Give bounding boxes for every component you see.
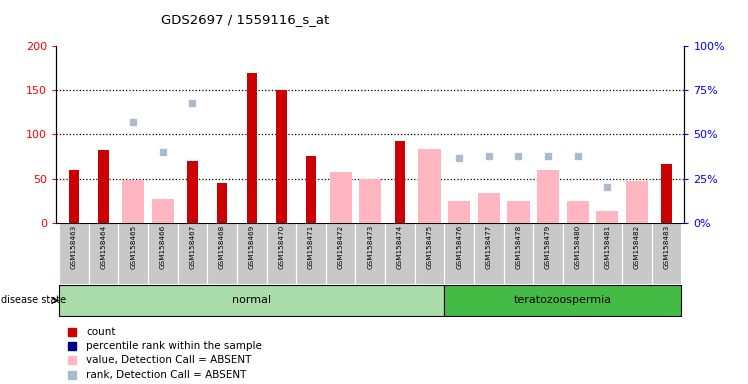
Bar — [69, 170, 79, 223]
Text: count: count — [86, 327, 116, 337]
Bar — [148, 223, 177, 284]
Text: GSM158470: GSM158470 — [278, 225, 284, 269]
Bar — [533, 223, 563, 284]
Text: GSM158477: GSM158477 — [485, 225, 492, 269]
Bar — [296, 223, 326, 284]
Bar — [59, 223, 89, 284]
Bar — [448, 200, 470, 223]
Text: GSM158473: GSM158473 — [367, 225, 373, 269]
Bar — [652, 223, 681, 284]
Text: GSM158481: GSM158481 — [604, 225, 610, 269]
Bar — [444, 285, 681, 316]
Text: value, Detection Call = ABSENT: value, Detection Call = ABSENT — [86, 355, 251, 365]
Text: GSM158483: GSM158483 — [663, 225, 669, 269]
Text: GSM158469: GSM158469 — [248, 225, 255, 269]
Bar — [507, 200, 530, 223]
Text: disease state: disease state — [1, 295, 66, 306]
Bar — [306, 157, 316, 223]
Bar — [563, 223, 592, 284]
Bar — [359, 179, 381, 223]
Bar — [217, 183, 227, 223]
Bar — [537, 170, 560, 223]
Text: GSM158476: GSM158476 — [456, 225, 462, 269]
Text: rank, Detection Call = ABSENT: rank, Detection Call = ABSENT — [86, 370, 247, 380]
Bar — [237, 223, 266, 284]
Text: GSM158474: GSM158474 — [397, 225, 403, 269]
Bar — [207, 223, 237, 284]
Text: GSM158479: GSM158479 — [545, 225, 551, 269]
Bar — [474, 223, 503, 284]
Bar — [276, 90, 286, 223]
Bar — [118, 223, 148, 284]
Text: GSM158482: GSM158482 — [634, 225, 640, 269]
Bar — [266, 223, 296, 284]
Bar — [418, 149, 441, 223]
Text: GSM158468: GSM158468 — [219, 225, 225, 269]
Bar — [330, 172, 352, 223]
Text: GSM158480: GSM158480 — [574, 225, 580, 269]
Bar — [503, 223, 533, 284]
Bar — [247, 73, 257, 223]
Text: GSM158471: GSM158471 — [308, 225, 314, 269]
Text: GSM158466: GSM158466 — [160, 225, 166, 269]
Bar — [596, 211, 619, 223]
Bar — [385, 223, 414, 284]
Text: percentile rank within the sample: percentile rank within the sample — [86, 341, 262, 351]
Text: teratozoospermia: teratozoospermia — [514, 295, 612, 306]
Text: GSM158467: GSM158467 — [189, 225, 195, 269]
Bar — [187, 161, 197, 223]
Bar — [355, 223, 385, 284]
Bar — [622, 223, 652, 284]
Bar — [395, 141, 405, 223]
Bar — [414, 223, 444, 284]
Bar — [152, 199, 174, 223]
Bar — [661, 164, 672, 223]
Text: GSM158472: GSM158472 — [337, 225, 343, 269]
Bar — [122, 180, 144, 223]
Bar — [478, 193, 500, 223]
Bar — [59, 285, 444, 316]
Bar — [89, 223, 118, 284]
Bar — [566, 200, 589, 223]
Bar — [177, 223, 207, 284]
Bar — [592, 223, 622, 284]
Text: GSM158478: GSM158478 — [515, 225, 521, 269]
Text: GSM158475: GSM158475 — [426, 225, 432, 269]
Text: GSM158465: GSM158465 — [130, 225, 136, 269]
Text: normal: normal — [232, 295, 272, 306]
Bar — [326, 223, 355, 284]
Bar — [626, 181, 648, 223]
Text: GDS2697 / 1559116_s_at: GDS2697 / 1559116_s_at — [161, 13, 329, 26]
Bar — [444, 223, 474, 284]
Text: GSM158463: GSM158463 — [71, 225, 77, 269]
Bar — [98, 150, 108, 223]
Text: GSM158464: GSM158464 — [100, 225, 106, 269]
